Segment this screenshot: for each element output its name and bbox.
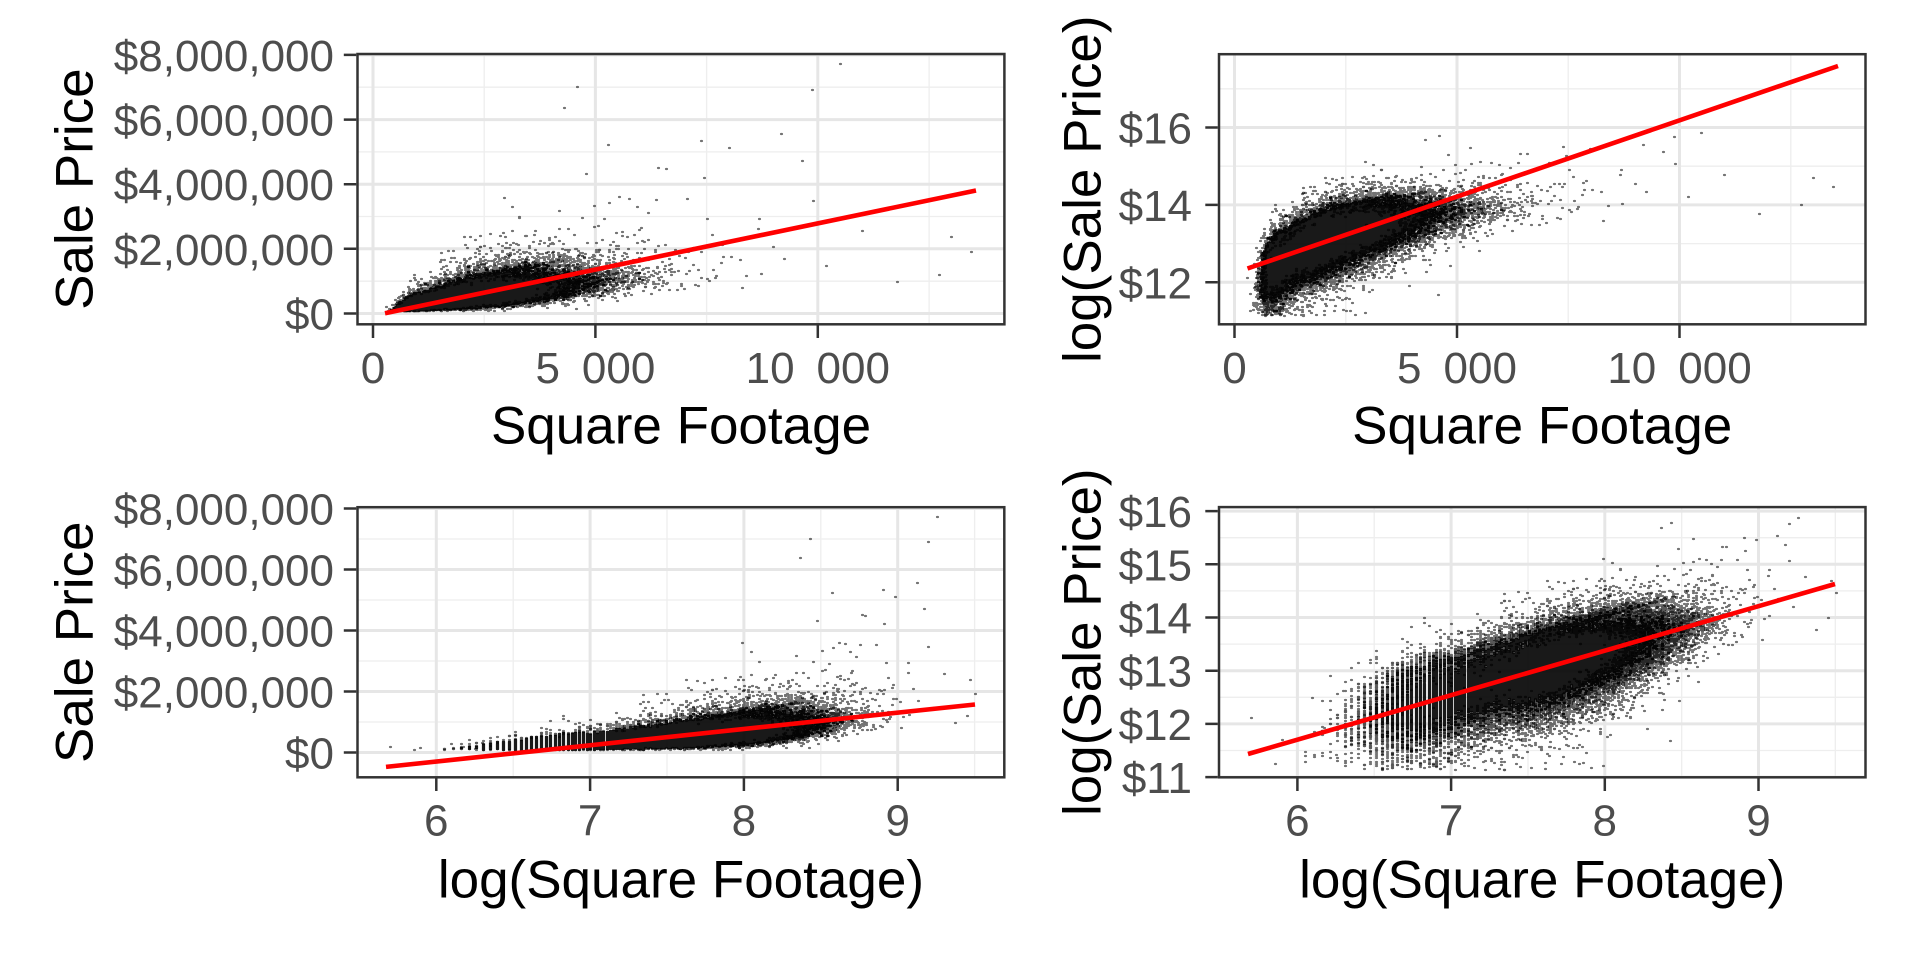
svg-text:7: 7 — [578, 797, 602, 846]
svg-text:$16: $16 — [1119, 105, 1192, 154]
svg-text:8: 8 — [732, 797, 756, 846]
svg-text:$12: $12 — [1119, 701, 1192, 750]
svg-text:$13: $13 — [1119, 648, 1192, 697]
svg-text:$8,000,000: $8,000,000 — [114, 32, 334, 81]
svg-text:$8,000,000: $8,000,000 — [114, 486, 334, 535]
svg-text:$2,000,000: $2,000,000 — [114, 226, 334, 275]
svg-text:9: 9 — [1746, 797, 1770, 846]
svg-text:$4,000,000: $4,000,000 — [114, 161, 334, 210]
svg-text:7: 7 — [1439, 797, 1463, 846]
svg-text:0: 0 — [361, 344, 385, 393]
svg-text:log(Square Footage): log(Square Footage) — [1299, 850, 1785, 909]
svg-text:$12: $12 — [1119, 259, 1192, 308]
svg-text:8: 8 — [1593, 797, 1617, 846]
svg-text:9: 9 — [885, 797, 909, 846]
svg-text:5 000: 5 000 — [535, 344, 655, 393]
svg-text:Square Footage: Square Footage — [491, 396, 871, 455]
svg-text:0: 0 — [1222, 344, 1246, 393]
svg-text:$14: $14 — [1119, 182, 1192, 231]
svg-text:$16: $16 — [1119, 488, 1192, 537]
svg-text:$6,000,000: $6,000,000 — [114, 547, 334, 596]
svg-text:log(Sale Price): log(Sale Price) — [1053, 15, 1112, 363]
svg-text:$0: $0 — [285, 730, 334, 779]
svg-text:6: 6 — [1285, 797, 1309, 846]
svg-text:Sale Price: Sale Price — [45, 521, 104, 763]
svg-text:$14: $14 — [1119, 595, 1192, 644]
svg-text:5 000: 5 000 — [1397, 344, 1517, 393]
svg-text:$0: $0 — [285, 291, 334, 340]
svg-text:10 000: 10 000 — [1607, 344, 1751, 393]
svg-text:Square Footage: Square Footage — [1352, 396, 1732, 455]
svg-text:$11: $11 — [1122, 754, 1192, 803]
svg-text:$15: $15 — [1119, 541, 1192, 590]
svg-text:$6,000,000: $6,000,000 — [114, 97, 334, 146]
svg-text:log(Sale Price): log(Sale Price) — [1054, 468, 1113, 816]
svg-text:Sale Price: Sale Price — [46, 68, 105, 310]
svg-text:6: 6 — [424, 797, 448, 846]
svg-text:$4,000,000: $4,000,000 — [114, 608, 334, 657]
svg-text:10 000: 10 000 — [746, 344, 890, 393]
svg-text:$2,000,000: $2,000,000 — [114, 669, 334, 718]
svg-text:log(Square Footage): log(Square Footage) — [438, 850, 924, 909]
